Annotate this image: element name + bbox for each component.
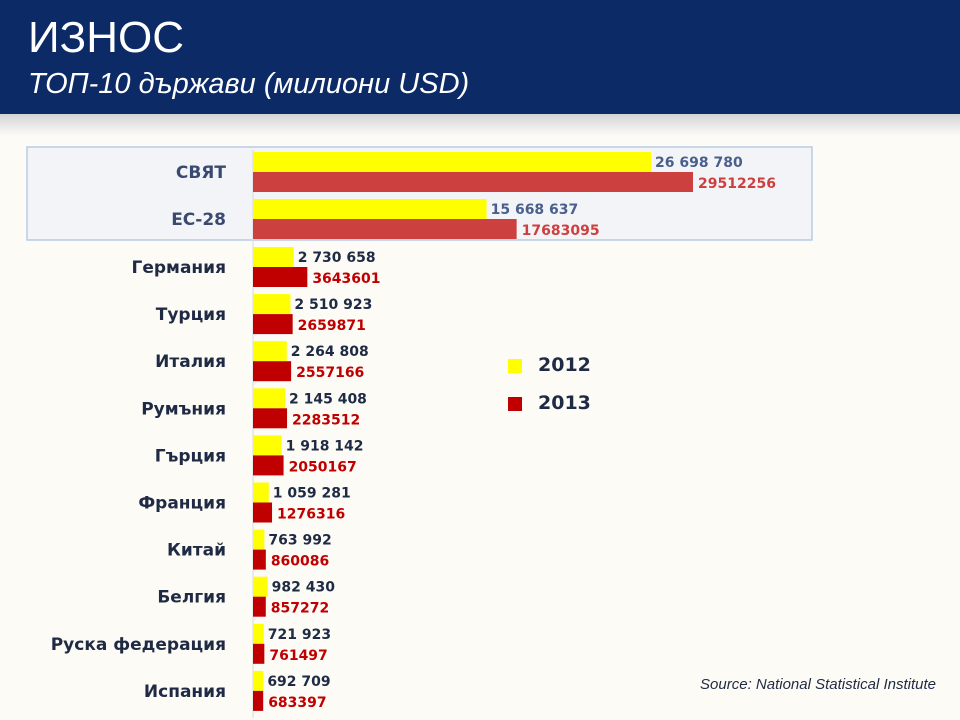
bar-2012-cat-9 — [253, 576, 268, 597]
value-label-2012-cat-2: 2 730 658 — [298, 250, 376, 266]
header-band — [0, 114, 960, 136]
value-label-2012-cat-7: 1 059 281 — [273, 486, 351, 502]
legend-swatch-2012 — [508, 359, 522, 373]
bar-2012-cat-11 — [253, 670, 264, 691]
value-label-2013-cat-8: 860086 — [271, 554, 329, 570]
page-title: ИЗНОС — [28, 13, 184, 62]
value-label-2013-cat-0: 29512256 — [698, 176, 776, 192]
value-label-2013-cat-11: 683397 — [268, 695, 326, 711]
bar-2013-cat-9 — [253, 596, 266, 617]
category-label-cat-5: Румъния — [141, 399, 226, 419]
value-label-2013-cat-7: 1276316 — [277, 507, 345, 523]
legend-label-2013: 2013 — [538, 392, 591, 414]
value-label-2012-cat-8: 763 992 — [268, 533, 331, 549]
value-label-2013-cat-6: 2050167 — [289, 459, 357, 475]
value-label-2013-cat-4: 2557166 — [296, 365, 364, 381]
bar-2013-cat-11 — [253, 690, 264, 711]
bar-2013-cat-0 — [253, 172, 693, 192]
value-label-2013-cat-9: 857272 — [271, 601, 329, 617]
bar-2012-cat-6 — [253, 435, 282, 456]
bar-2013-cat-10 — [253, 643, 265, 664]
bar-2012-cat-8 — [253, 529, 265, 550]
value-label-2012-cat-3: 2 510 923 — [294, 297, 372, 313]
page-subtitle: ТОП-10 държави (милиони USD) — [28, 68, 470, 100]
value-label-2012-cat-1: 15 668 637 — [491, 202, 579, 218]
header-bar: ИЗНОС ТОП-10 държави (милиони USD) — [0, 0, 960, 114]
category-label-cat-11: Испания — [144, 682, 226, 702]
category-label-cat-7: Франция — [138, 494, 226, 514]
bar-2013-cat-4 — [253, 361, 292, 382]
bar-2013-cat-7 — [253, 502, 273, 523]
value-label-2012-cat-9: 982 430 — [272, 580, 336, 596]
value-label-2012-cat-5: 2 145 408 — [289, 391, 367, 407]
category-label-cat-4: Италия — [155, 352, 226, 372]
value-label-2013-cat-2: 3643601 — [312, 271, 380, 287]
value-label-2012-cat-10: 721 923 — [268, 627, 331, 643]
category-label-cat-9: Белгия — [157, 588, 226, 608]
bar-2012-cat-2 — [253, 247, 294, 267]
category-label-cat-1: ЕС-28 — [171, 210, 226, 230]
value-label-2013-cat-10: 761497 — [269, 648, 327, 664]
bar-2013-cat-3 — [253, 314, 293, 335]
bar-2012-cat-4 — [253, 341, 287, 362]
category-label-cat-3: Турция — [156, 305, 226, 325]
bar-2013-cat-8 — [253, 549, 266, 570]
bar-2013-cat-5 — [253, 408, 288, 429]
bar-2013-cat-2 — [253, 267, 308, 287]
bar-2012-cat-5 — [253, 388, 285, 409]
bar-2012-cat-7 — [253, 482, 269, 503]
bar-2013-cat-6 — [253, 455, 284, 476]
legend-label-2012: 2012 — [538, 354, 591, 376]
value-label-2013-cat-1: 17683095 — [522, 223, 600, 239]
value-label-2012-cat-6: 1 918 142 — [286, 438, 364, 454]
legend-item-2012: 2012 — [508, 352, 628, 380]
source-note: Source: National Statistical Institute — [700, 676, 936, 693]
legend-swatch-2013 — [508, 397, 522, 411]
value-label-2013-cat-3: 2659871 — [298, 318, 366, 334]
bar-2012-cat-1 — [253, 199, 487, 219]
category-label-cat-10: Руска федерация — [51, 635, 226, 655]
legend-item-2013: 2013 — [508, 390, 628, 418]
category-label-cat-8: Китай — [167, 541, 226, 561]
bar-2012-cat-10 — [253, 623, 264, 644]
value-label-2013-cat-5: 2283512 — [292, 412, 360, 428]
bar-2012-cat-3 — [253, 294, 291, 315]
value-label-2012-cat-11: 692 709 — [267, 674, 330, 690]
category-label-cat-2: Германия — [132, 258, 226, 278]
category-label-cat-6: Гърция — [155, 446, 226, 466]
value-label-2012-cat-0: 26 698 780 — [655, 155, 743, 171]
bar-2012-cat-0 — [253, 152, 652, 172]
category-label-cat-0: СВЯТ — [176, 163, 227, 183]
value-label-2012-cat-4: 2 264 808 — [291, 344, 369, 360]
bar-2013-cat-1 — [253, 219, 517, 239]
